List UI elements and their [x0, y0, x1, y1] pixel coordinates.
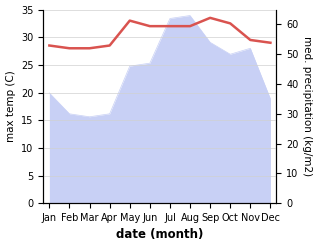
Y-axis label: max temp (C): max temp (C): [5, 70, 16, 142]
Y-axis label: med. precipitation (kg/m2): med. precipitation (kg/m2): [302, 36, 313, 176]
X-axis label: date (month): date (month): [116, 228, 204, 242]
